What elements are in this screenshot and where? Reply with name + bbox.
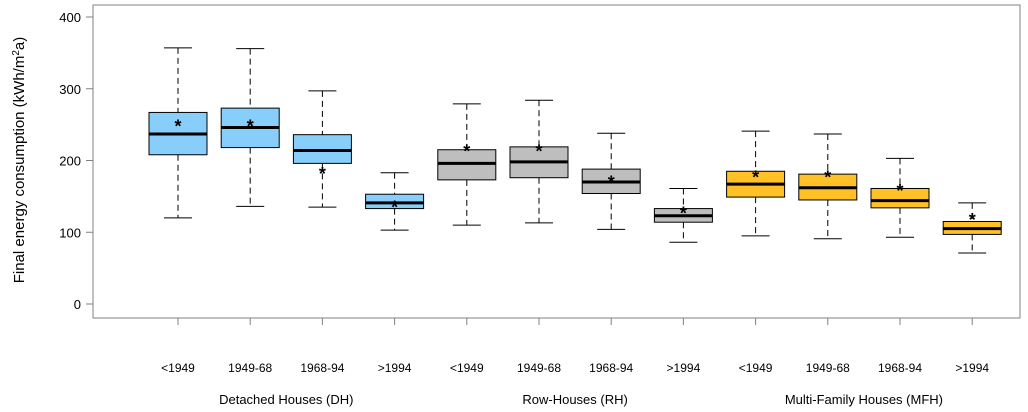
- mean-marker: *: [752, 168, 759, 188]
- box-0-1: *: [220, 48, 280, 207]
- group-label: Row-Houses (RH): [522, 392, 627, 407]
- x-category-label: 1949-68: [806, 361, 850, 375]
- box-0-0: *: [148, 47, 208, 219]
- mean-marker: *: [463, 142, 470, 162]
- box-0-2: *: [292, 90, 352, 208]
- x-category-label: 1968-94: [589, 361, 633, 375]
- x-category-label: >1994: [955, 361, 989, 375]
- mean-marker: *: [969, 210, 976, 230]
- mean-marker: *: [896, 181, 903, 201]
- x-category-label: <1949: [161, 361, 195, 375]
- x-category-label: <1949: [450, 361, 484, 375]
- y-tick-label: 200: [59, 154, 81, 169]
- mean-marker: *: [247, 117, 254, 137]
- group-label: Multi-Family Houses (MFH): [785, 392, 943, 407]
- box-2-3: *: [942, 202, 1002, 254]
- box-series: * * * * * * * * * * * *: [148, 47, 1002, 254]
- x-category-label: >1994: [667, 361, 701, 375]
- category-labels: <1949 1949-68 1968-94 >1994 Detached Houses …: [161, 361, 989, 407]
- x-category-label: <1949: [739, 361, 773, 375]
- x-category-label: 1968-94: [300, 361, 344, 375]
- box-1-3: *: [653, 187, 713, 243]
- mean-marker: *: [319, 164, 326, 184]
- group-label: Detached Houses (DH): [219, 392, 353, 407]
- x-category-label: 1968-94: [878, 361, 922, 375]
- mean-marker: *: [680, 203, 687, 223]
- plot-axes: 0 100 200 300 400: [59, 4, 1021, 325]
- box-2-2: *: [870, 157, 930, 238]
- mean-marker: *: [608, 173, 615, 193]
- y-axis-title-main: Final energy consumption (kWh/m: [11, 56, 28, 284]
- y-tick-label: 300: [59, 82, 81, 97]
- x-category-label: 1949-68: [517, 361, 561, 375]
- plot-frame: [92, 4, 1021, 319]
- mean-marker: *: [535, 142, 542, 162]
- y-tick-label: 400: [59, 10, 81, 25]
- box-1-0: *: [437, 103, 497, 226]
- iqr-box: [870, 187, 930, 209]
- mean-marker: *: [174, 117, 181, 137]
- box-2-1: *: [798, 133, 858, 240]
- x-category-label: >1994: [378, 361, 412, 375]
- y-axis-title-sup: 2: [11, 50, 22, 56]
- mean-marker: *: [391, 198, 398, 218]
- box-1-1: *: [509, 99, 569, 224]
- box-2-0: *: [726, 130, 786, 237]
- x-category-label: 1949-68: [228, 361, 272, 375]
- y-tick-label: 100: [59, 225, 81, 240]
- y-tick-label: 0: [74, 297, 81, 312]
- y-axis-title-suffix: a): [11, 37, 28, 50]
- mean-marker: *: [824, 168, 831, 188]
- box-0-3: *: [365, 172, 425, 231]
- box-1-2: *: [581, 132, 641, 230]
- y-axis-title: Final energy consumption (kWh/m2a): [11, 37, 29, 284]
